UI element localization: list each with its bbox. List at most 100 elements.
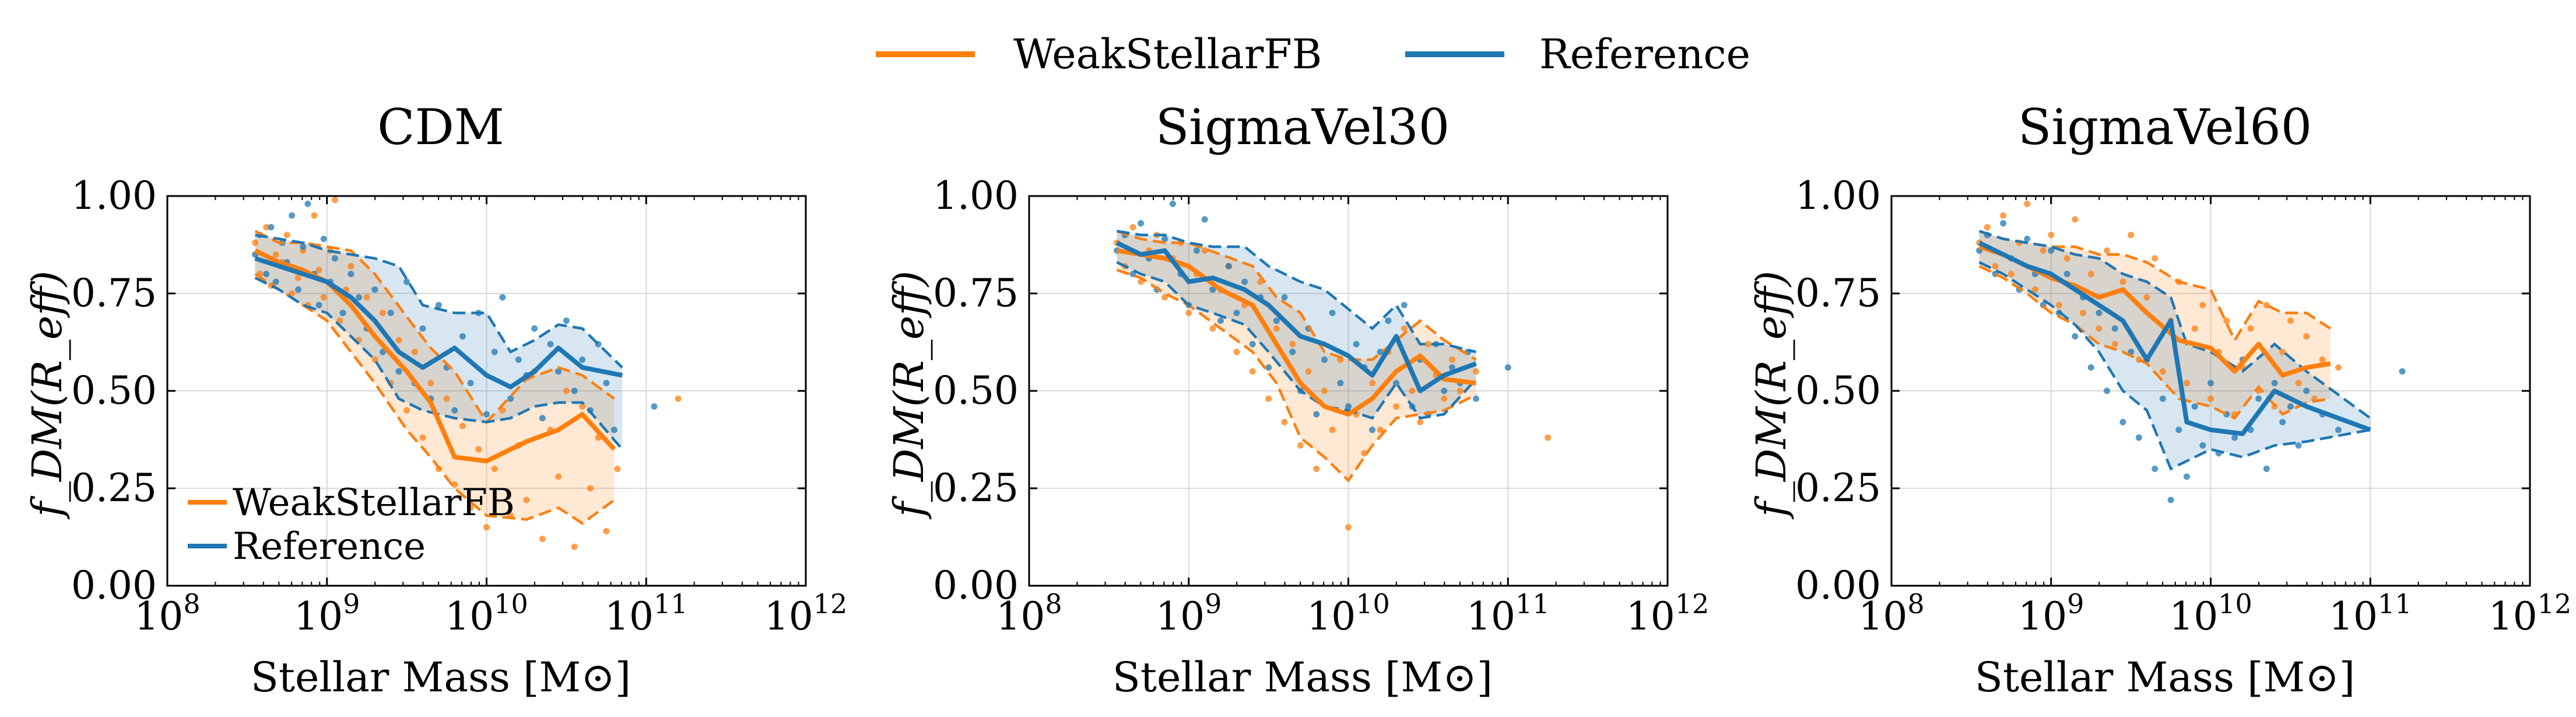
scatter-point — [523, 497, 529, 503]
y-tick-label: 0.25 — [1795, 466, 1881, 510]
x-axis-label-text: Stellar Mass [M⊙] — [1975, 653, 2355, 701]
scatter-point — [1377, 349, 1384, 355]
scatter-point — [2119, 419, 2126, 425]
x-axis-label-text: Stellar Mass [M⊙] — [1112, 653, 1493, 701]
scatter-point — [2080, 310, 2086, 316]
y-tick-label: 0.25 — [933, 466, 1019, 510]
scatter-point — [2279, 419, 2286, 425]
scatter-point — [1353, 341, 1360, 347]
scatter-point — [1409, 388, 1416, 394]
scatter-point — [1329, 426, 1336, 433]
scatter-point — [1321, 356, 1328, 363]
scatter-point — [1226, 263, 1232, 270]
scatter-point — [1138, 220, 1144, 226]
scatter-point — [364, 294, 370, 300]
plot-area: 0.000.250.500.751.00108 109 1010 1011 1012 — [1795, 173, 2571, 639]
scatter-point — [1313, 466, 1319, 472]
scatter-point — [1194, 247, 1200, 254]
scatter-point — [2112, 341, 2118, 347]
x-axis-label: Stellar Mass [M⊙] — [1112, 653, 1493, 701]
scatter-point — [492, 349, 498, 355]
scatter-point — [388, 310, 394, 316]
scatter-point — [539, 536, 546, 542]
scatter-point — [427, 380, 434, 386]
scatter-point — [252, 240, 258, 246]
scatter-point — [1337, 380, 1343, 386]
y-tick-label: 0.25 — [71, 466, 157, 510]
scatter-point — [2184, 473, 2190, 480]
svg-text:f_DM(R_eff): f_DM(R_eff) — [885, 271, 933, 520]
scatter-point — [1129, 224, 1136, 230]
scatter-point — [2064, 271, 2070, 277]
plot-area: 0.000.250.500.751.00108 109 1010 1011 1012We… — [71, 173, 847, 639]
scatter-point — [2231, 435, 2238, 441]
scatter-point — [403, 407, 410, 414]
x-tick-label: 109 — [2018, 588, 2084, 639]
scatter-point — [412, 349, 418, 355]
scatter-point — [459, 423, 466, 429]
scatter-point — [548, 341, 554, 347]
scatter-point — [348, 263, 354, 270]
y-tick-label: 1.00 — [1795, 173, 1881, 218]
scatter-point — [1984, 224, 1991, 230]
scatter-point — [2119, 278, 2126, 285]
y-axis-label: f_DM(R_eff) — [1747, 271, 1795, 520]
scatter-point — [1289, 349, 1296, 355]
scatter-point — [371, 286, 378, 293]
scatter-point — [1417, 419, 1423, 425]
svg-text:Stellar Mass [M⊙]: Stellar Mass [M⊙] — [1975, 653, 2355, 701]
scatter-point — [2168, 497, 2174, 503]
scatter-point — [1185, 310, 1192, 316]
scatter-point — [2152, 466, 2158, 472]
scatter-point — [2319, 356, 2326, 363]
legend-label-weakstellarfb: WeakStellarFB — [1013, 30, 1322, 78]
scatter-point — [2199, 442, 2206, 449]
scatter-point — [2255, 396, 2262, 402]
scatter-point — [273, 278, 279, 285]
scatter-point — [1273, 317, 1280, 324]
scatter-point — [1473, 368, 1479, 375]
scatter-point — [1202, 247, 1208, 254]
scatter-point — [1369, 380, 1375, 386]
y-tick-label: 0.50 — [71, 368, 157, 413]
scatter-point — [451, 407, 458, 414]
plot-area: 0.000.250.500.751.00108 109 1010 1011 1012 — [933, 173, 1709, 639]
x-tick-label: 1011 — [2329, 588, 2412, 639]
scatter-point — [332, 197, 338, 203]
scatter-point — [1250, 341, 1256, 347]
scatter-point — [611, 426, 617, 433]
scatter-point — [483, 524, 490, 530]
scatter-point — [304, 201, 311, 207]
svg-text:Stellar Mass [M⊙]: Stellar Mass [M⊙] — [251, 653, 631, 701]
scatter-point — [380, 310, 386, 316]
scatter-point — [2152, 255, 2158, 261]
scatter-point — [1441, 396, 1447, 402]
scatter-point — [321, 236, 327, 242]
scatter-point — [2000, 212, 2006, 219]
svg-text:Stellar Mass [M⊙]: Stellar Mass [M⊙] — [1112, 653, 1493, 701]
scatter-point — [1545, 435, 1551, 441]
scatter-point — [2112, 326, 2118, 332]
scatter-point — [2136, 435, 2142, 441]
scatter-point — [531, 326, 538, 332]
scatter-point — [332, 255, 338, 261]
x-tick-label: 109 — [294, 588, 360, 639]
scatter-point — [1233, 310, 1240, 316]
y-axis-label-text: f_DM(R_eff) — [1747, 271, 1795, 520]
scatter-point — [1345, 524, 1352, 530]
y-tick-label: 1.00 — [71, 173, 157, 218]
scatter-point — [2088, 271, 2094, 277]
scatter-point — [1250, 368, 1256, 375]
scatter-point — [1297, 442, 1304, 449]
scatter-point — [1265, 396, 1272, 402]
scatter-point — [2192, 326, 2198, 332]
scatter-point — [273, 251, 279, 258]
panel-title: SigmaVel60 — [2018, 99, 2312, 156]
x-tick-label: 108 — [1858, 588, 1924, 639]
x-tick-label: 108 — [996, 588, 1062, 639]
scatter-point — [2040, 247, 2047, 254]
scatter-point — [263, 271, 269, 277]
scatter-point — [2056, 302, 2062, 309]
scatter-point — [2175, 426, 2182, 433]
